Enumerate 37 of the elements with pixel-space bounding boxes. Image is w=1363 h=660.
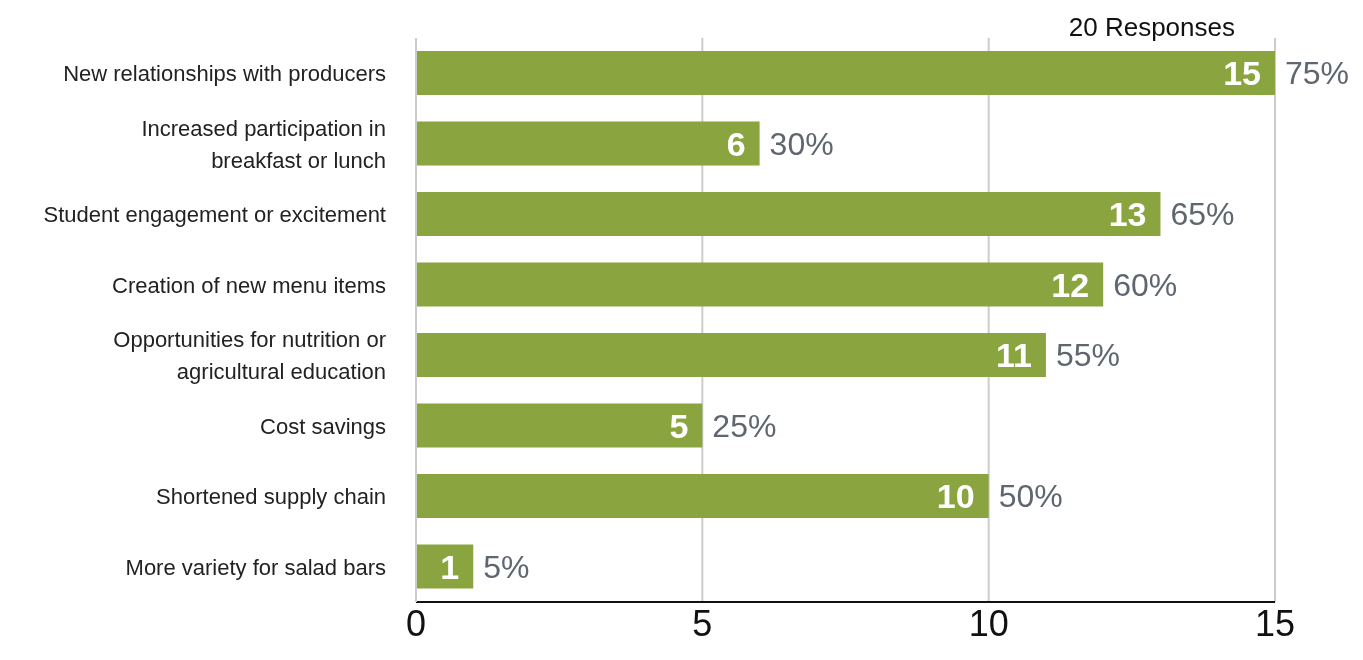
y-tick-label: New relationships with producers — [63, 60, 386, 86]
annotation: 50% — [998, 478, 1063, 514]
annotation: 65% — [1170, 196, 1235, 232]
data-label: 5 — [669, 406, 689, 445]
y-tick-label: Increased participation in breakfast or lunch — [141, 115, 386, 173]
data-label: 15 — [1223, 54, 1261, 92]
data-label: 11 — [995, 336, 1032, 374]
x-tick-label: 10 — [968, 602, 1009, 644]
data-label: 12 — [1051, 265, 1090, 304]
annotation: 60% — [1113, 266, 1178, 303]
y-tick-label: Opportunities for nutrition or agricultural education — [113, 326, 386, 384]
annotation: 55% — [1055, 337, 1120, 373]
data-label: 6 — [726, 124, 746, 163]
data-label: 13 — [1108, 195, 1147, 233]
bar — [416, 333, 1046, 377]
y-tick-label: Student engagement or excitement — [43, 201, 386, 227]
bar — [416, 403, 703, 448]
y-tick-label: Creation of new menu items — [112, 272, 386, 298]
annotation: 20 Responses — [1068, 12, 1235, 43]
annotation: 75% — [1285, 55, 1350, 91]
bar — [416, 474, 989, 518]
x-tick-label: 5 — [692, 602, 713, 644]
y-tick-label: Cost savings — [260, 413, 386, 439]
annotation: 30% — [769, 125, 834, 162]
bar — [416, 121, 760, 166]
bar — [416, 544, 474, 589]
annotation: 5% — [483, 548, 530, 585]
data-label: 10 — [936, 477, 975, 515]
bar — [416, 262, 1104, 307]
data-label: 1 — [440, 547, 460, 586]
x-tick-label: 0 — [405, 602, 427, 644]
x-tick-label: 15 — [1254, 602, 1296, 644]
y-tick-label: Shortened supply chain — [156, 483, 386, 509]
y-tick-label: More variety for salad bars — [125, 554, 386, 580]
bar — [416, 51, 1275, 95]
annotation: 25% — [712, 407, 777, 444]
bar — [416, 192, 1161, 236]
